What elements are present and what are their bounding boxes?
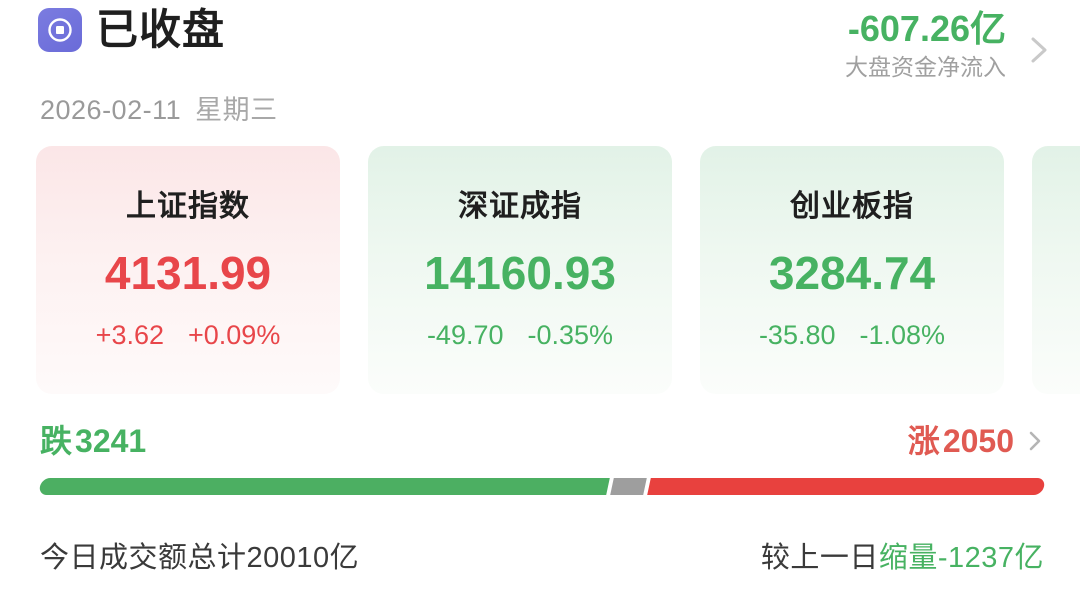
index-card-shanghai[interactable]: 上证指数 4131.99 +3.62 +0.09% <box>36 146 340 394</box>
index-name: 上证指数 <box>126 190 250 223</box>
advancers-group[interactable]: 涨 2050 <box>908 425 1044 457</box>
index-card-next-partial[interactable] <box>1032 146 1080 394</box>
index-card-chinext[interactable]: 创业板指 3284.74 -35.80 -1.08% <box>700 146 1004 394</box>
chevron-right-icon[interactable] <box>1026 30 1052 70</box>
index-change-pct: -0.35% <box>527 320 614 350</box>
decliners: 跌 3241 <box>40 425 146 457</box>
market-status-text: 已收盘 <box>96 6 226 53</box>
advancers-label: 涨 <box>907 423 940 459</box>
advancers: 涨 2050 <box>908 425 1014 457</box>
index-deltas: -49.70 -0.35% <box>427 322 613 349</box>
market-closed-icon <box>38 8 82 52</box>
index-price: 14160.93 <box>424 247 616 299</box>
index-name: 创业板指 <box>790 190 914 223</box>
breadth-segment-rise <box>646 478 1046 495</box>
breadth-segment-fall <box>38 478 610 495</box>
net-inflow-label: 大盘资金净流入 <box>845 54 1006 81</box>
index-change: -49.70 <box>426 320 504 350</box>
turnover-comparison: 较上一日 缩量-1237亿 <box>761 534 1044 576</box>
market-status: 已收盘 <box>38 8 225 52</box>
header: 已收盘 2026-02-11 星期三 -607.26亿 大盘资金净流入 <box>0 0 1080 132</box>
net-capital-inflow[interactable]: -607.26亿 大盘资金净流入 <box>845 8 1006 81</box>
advancers-count: 2050 <box>942 423 1014 459</box>
decliners-label: 跌 <box>40 423 73 459</box>
market-breadth: 跌 3241 涨 2050 <box>38 418 1046 495</box>
net-inflow-value: -607.26亿 <box>847 8 1006 49</box>
index-change: -35.80 <box>758 320 836 350</box>
weekday-text: 星期三 <box>195 95 278 125</box>
index-card-list: 上证指数 4131.99 +3.62 +0.09% 深证成指 14160.93 … <box>36 146 1080 394</box>
decliners-count: 3241 <box>75 423 147 459</box>
today-turnover-text: 今日成交额总计20010亿 <box>40 542 360 574</box>
index-change-pct: +0.09% <box>188 320 281 350</box>
breadth-segment-flat <box>609 478 647 495</box>
turnover-row: 今日成交额总计20010亿 较上一日 缩量-1237亿 <box>40 534 1044 576</box>
turnover-compare-prefix: 较上一日 <box>760 542 879 574</box>
index-price: 3284.74 <box>768 247 936 299</box>
index-change: +3.62 <box>95 320 164 350</box>
index-deltas: +3.62 +0.09% <box>96 322 281 349</box>
date-text: 2026-02-11 <box>40 95 182 125</box>
index-price: 4131.99 <box>104 247 272 299</box>
breadth-bar[interactable] <box>38 478 1046 495</box>
index-card-shenzhen[interactable]: 深证成指 14160.93 -49.70 -0.35% <box>368 146 672 394</box>
index-change-pct: -1.08% <box>859 320 946 350</box>
chevron-right-icon[interactable] <box>1026 427 1044 455</box>
index-deltas: -35.80 -1.08% <box>759 322 945 349</box>
breadth-labels: 跌 3241 涨 2050 <box>40 418 1044 464</box>
date-line: 2026-02-11 星期三 <box>40 88 278 127</box>
index-name: 深证成指 <box>458 190 582 223</box>
turnover-compare-value: 缩量-1237亿 <box>878 542 1044 574</box>
